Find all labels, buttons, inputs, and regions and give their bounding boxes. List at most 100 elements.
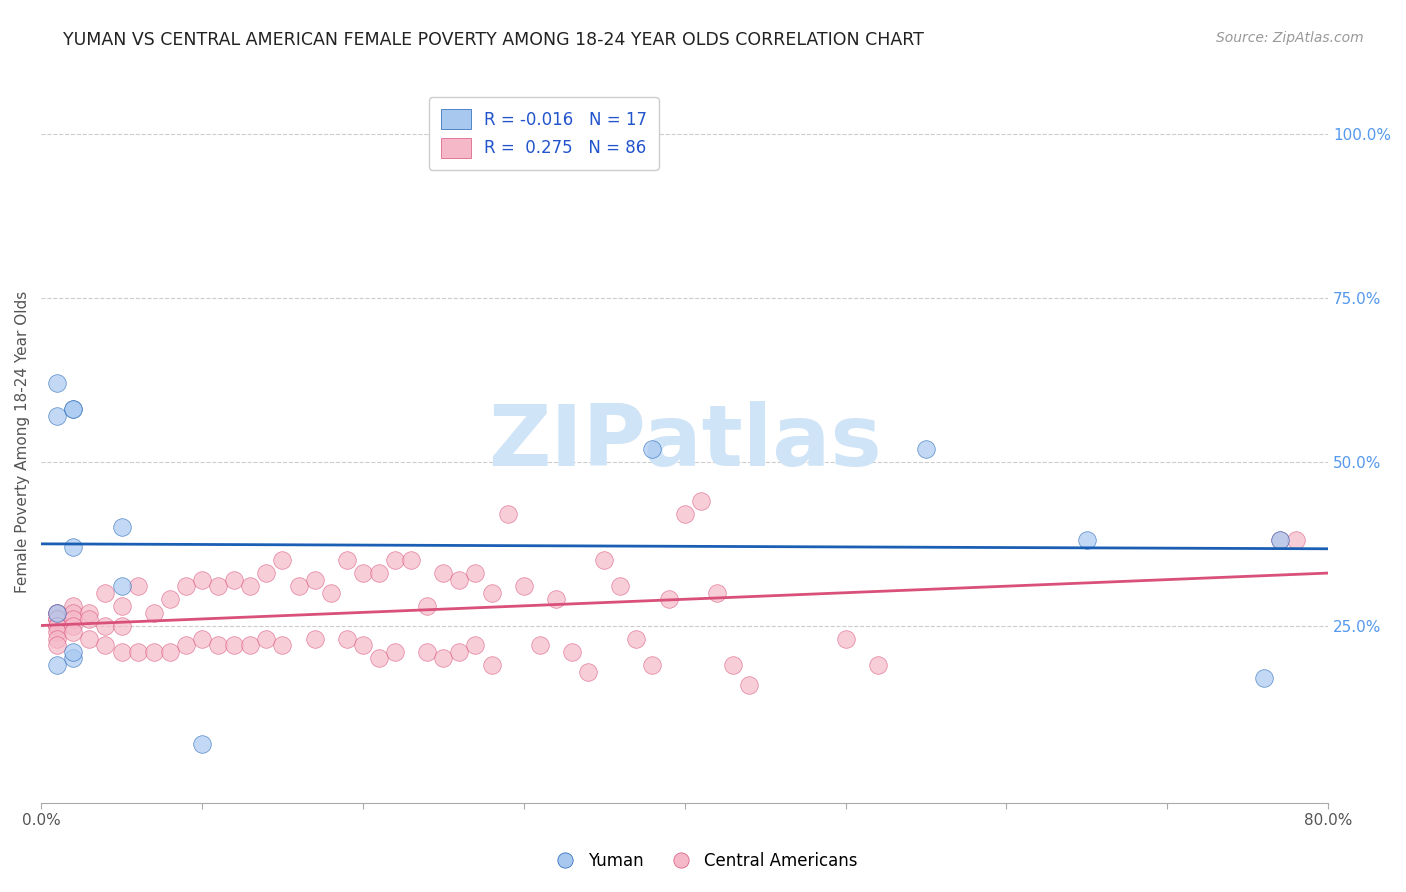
Point [513,579,536,593]
Point [79,606,101,620]
Point [464,638,486,652]
Point [464,566,486,581]
Point [1285,533,1308,548]
Point [62,651,84,665]
Point [62,612,84,626]
Point [46,606,69,620]
Point [142,606,165,620]
Point [62,606,84,620]
Point [336,632,359,646]
Point [432,566,454,581]
Point [609,579,631,593]
Point [94,638,117,652]
Point [368,651,391,665]
Point [79,612,101,626]
Point [544,592,567,607]
Point [449,645,471,659]
Point [915,442,938,456]
Point [174,579,197,593]
Point [481,586,503,600]
Point [641,442,664,456]
Point [207,638,229,652]
Point [1268,533,1291,548]
Point [46,638,69,652]
Point [110,579,132,593]
Point [224,638,246,652]
Point [449,573,471,587]
Point [271,638,294,652]
Point [641,657,664,672]
Point [62,618,84,632]
Point [159,645,181,659]
Point [127,579,149,593]
Legend: R = -0.016   N = 17, R =  0.275   N = 86: R = -0.016 N = 17, R = 0.275 N = 86 [429,97,659,169]
Text: ZIPatlas: ZIPatlas [488,401,882,483]
Text: YUMAN VS CENTRAL AMERICAN FEMALE POVERTY AMONG 18-24 YEAR OLDS CORRELATION CHART: YUMAN VS CENTRAL AMERICAN FEMALE POVERTY… [63,31,924,49]
Point [254,566,277,581]
Point [271,553,294,567]
Point [738,677,761,691]
Point [561,645,583,659]
Point [384,553,406,567]
Point [94,618,117,632]
Point [46,376,69,391]
Point [352,638,374,652]
Point [191,573,214,587]
Point [352,566,374,581]
Point [62,645,84,659]
Point [127,645,149,659]
Point [46,657,69,672]
Point [287,579,309,593]
Point [834,632,856,646]
Point [191,632,214,646]
Point [46,606,69,620]
Point [593,553,616,567]
Point [304,632,326,646]
Point [576,665,599,679]
Point [1253,671,1275,685]
Point [239,579,262,593]
Y-axis label: Female Poverty Among 18-24 Year Olds: Female Poverty Among 18-24 Year Olds [15,291,30,593]
Point [496,508,519,522]
Point [399,553,422,567]
Point [207,579,229,593]
Point [191,737,214,751]
Point [110,645,132,659]
Point [62,540,84,554]
Point [336,553,359,567]
Point [46,606,69,620]
Point [1076,533,1098,548]
Point [46,632,69,646]
Point [46,618,69,632]
Point [94,586,117,600]
Point [689,494,711,508]
Point [79,632,101,646]
Point [46,618,69,632]
Text: Source: ZipAtlas.com: Source: ZipAtlas.com [1216,31,1364,45]
Point [319,586,342,600]
Point [254,632,277,646]
Point [416,645,439,659]
Point [46,625,69,640]
Point [1268,533,1291,548]
Point [110,618,132,632]
Point [304,573,326,587]
Point [721,657,744,672]
Point [46,612,69,626]
Point [110,599,132,613]
Point [110,520,132,534]
Point [368,566,391,581]
Point [481,657,503,672]
Point [432,651,454,665]
Point [416,599,439,613]
Point [46,612,69,626]
Point [159,592,181,607]
Point [62,599,84,613]
Point [224,573,246,587]
Point [62,402,84,417]
Point [866,657,889,672]
Point [706,586,728,600]
Point [142,645,165,659]
Point [673,508,696,522]
Point [626,632,648,646]
